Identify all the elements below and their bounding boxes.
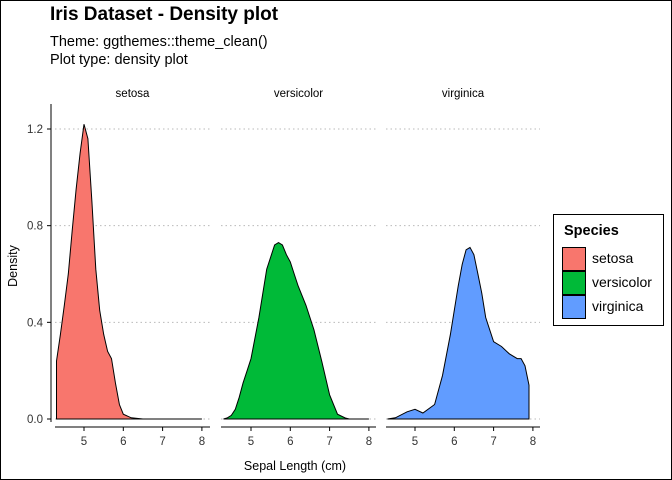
- legend-label-versicolor: versicolor: [592, 274, 652, 290]
- x-tick-label-versicolor-5: 5: [248, 436, 254, 448]
- x-tick-label-virginica-5: 5: [412, 436, 418, 448]
- facet-label-setosa: setosa: [116, 88, 150, 100]
- x-tick-label-versicolor-6: 6: [287, 436, 293, 448]
- facet-label-virginica: virginica: [442, 88, 485, 100]
- x-tick-label-setosa-8: 8: [199, 436, 205, 448]
- density-area-virginica: [387, 246, 530, 420]
- chart-subtitle-theme: Theme: ggthemes::theme_clean(): [50, 34, 268, 50]
- density-area-setosa: [56, 124, 202, 420]
- y-axis-title: Density: [6, 244, 20, 286]
- legend-label-setosa: setosa: [592, 250, 634, 266]
- legend-label-virginica: virginica: [592, 298, 644, 314]
- x-tick-label-virginica-7: 7: [490, 436, 496, 448]
- facet-label-versicolor: versicolor: [274, 88, 323, 100]
- legend-title: Species: [564, 223, 619, 239]
- chart-subtitle-type: Plot type: density plot: [50, 52, 188, 68]
- y-tick-label-0: 0.0: [27, 414, 43, 426]
- legend-swatch-setosa: [562, 247, 586, 271]
- legend-swatch-versicolor: [562, 271, 586, 295]
- y-tick-label-2: 0.8: [27, 221, 43, 233]
- x-tick-label-versicolor-7: 7: [326, 436, 332, 448]
- y-tick-label-1: 0.4: [27, 317, 44, 329]
- x-tick-label-virginica-6: 6: [451, 436, 457, 448]
- x-tick-label-setosa-6: 6: [120, 436, 126, 448]
- legend-swatch-virginica: [562, 295, 586, 319]
- legend: Species setosa versicolor virginica: [553, 214, 664, 326]
- x-tick-label-virginica-8: 8: [530, 436, 536, 448]
- x-tick-label-setosa-5: 5: [81, 436, 87, 448]
- x-tick-label-setosa-7: 7: [159, 436, 165, 448]
- y-tick-label-3: 1.2: [27, 124, 43, 136]
- chart-title: Iris Dataset - Density plot: [50, 4, 279, 25]
- x-tick-label-versicolor-8: 8: [366, 436, 372, 448]
- x-axis-title: Sepal Length (cm): [244, 459, 346, 473]
- density-area-versicolor: [223, 242, 369, 420]
